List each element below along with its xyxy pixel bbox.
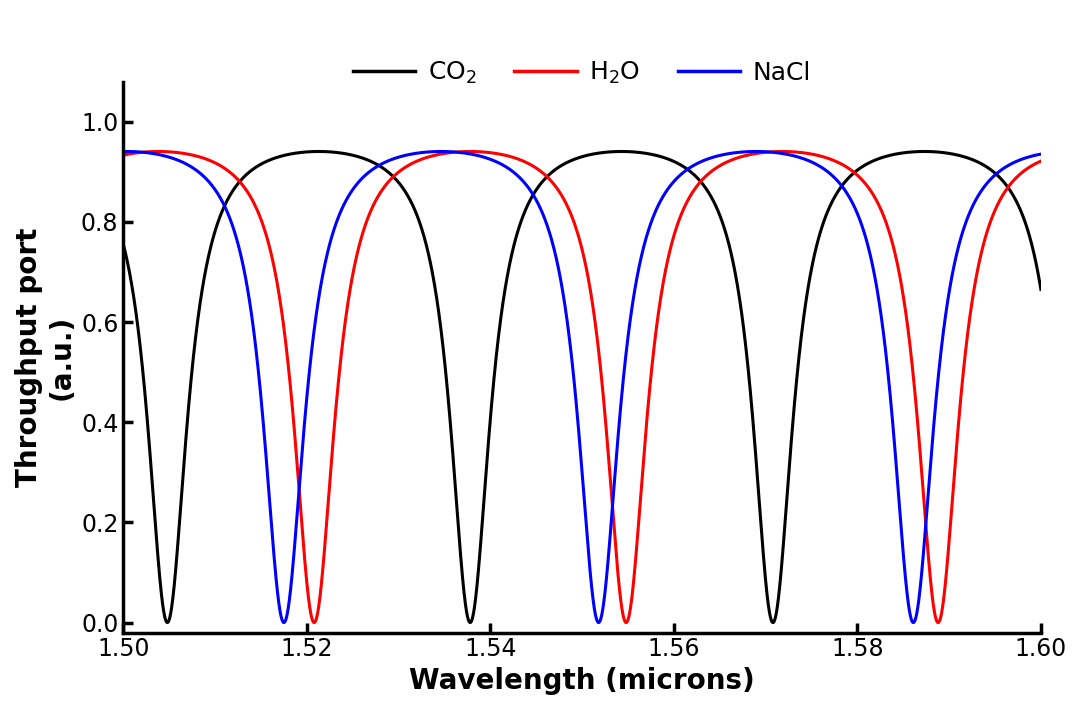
NaCl xyxy=(1007,158,1020,167)
H$_2$O xyxy=(964,309,977,317)
NaCl xyxy=(606,508,619,516)
Line: CO$_2$: CO$_2$ xyxy=(114,151,1059,623)
H$_2$O xyxy=(130,148,143,157)
H$_2$O xyxy=(1053,151,1066,160)
H$_2$O xyxy=(223,168,236,176)
NaCl xyxy=(1053,148,1066,156)
H$_2$O xyxy=(107,153,120,162)
NaCl xyxy=(223,214,236,223)
CO$_2$ xyxy=(130,307,143,315)
H$_2$O xyxy=(307,618,320,627)
CO$_2$ xyxy=(710,202,723,211)
Y-axis label: Throughput port
(a.u.): Throughput port (a.u.) xyxy=(15,227,76,487)
H$_2$O xyxy=(776,147,789,155)
NaCl xyxy=(710,152,723,160)
CO$_2$ xyxy=(615,147,628,155)
H$_2$O xyxy=(1007,177,1020,185)
H$_2$O xyxy=(606,498,619,506)
Legend: CO$_2$, H$_2$O, NaCl: CO$_2$, H$_2$O, NaCl xyxy=(343,50,821,97)
X-axis label: Wavelength (microns): Wavelength (microns) xyxy=(409,667,755,695)
NaCl xyxy=(130,148,143,156)
Line: H$_2$O: H$_2$O xyxy=(114,151,1059,623)
CO$_2$ xyxy=(1053,460,1066,469)
CO$_2$ xyxy=(1007,192,1020,200)
NaCl xyxy=(750,147,763,155)
Line: NaCl: NaCl xyxy=(114,151,1059,623)
CO$_2$ xyxy=(606,148,619,156)
NaCl xyxy=(964,207,977,215)
CO$_2$ xyxy=(223,191,236,200)
CO$_2$ xyxy=(964,155,977,163)
NaCl xyxy=(277,618,290,627)
CO$_2$ xyxy=(107,211,120,219)
NaCl xyxy=(107,148,120,156)
CO$_2$ xyxy=(161,618,174,627)
H$_2$O xyxy=(710,164,723,173)
